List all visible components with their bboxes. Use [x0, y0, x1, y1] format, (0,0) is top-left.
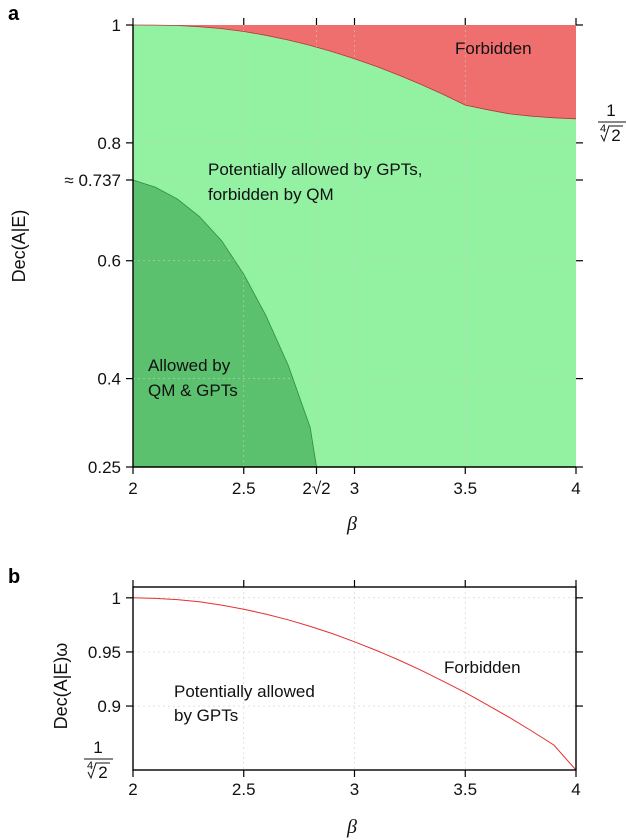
panel-b-region-forbidden: Forbidden: [444, 658, 521, 677]
svg-text:2: 2: [611, 126, 620, 145]
panel-a-xlabel: β: [346, 513, 357, 535]
gpt-boundary-line: [132, 24, 577, 120]
region-label-allowed-line2: QM & GPTs: [148, 381, 238, 400]
svg-text:1: 1: [606, 101, 615, 120]
svg-text:Dec(A|E)ω: Dec(A|E)ω: [51, 643, 71, 730]
panel-b-ylabel: Dec(A|E)ω: [51, 643, 71, 730]
y-tick-label: 0.4: [97, 370, 121, 389]
panel-a-chart: 2 2.5 2√2 3 3.5 4 0.25 0.4 0.6 ≈ 0.737 0.8 1 Forbid…: [9, 16, 626, 535]
region-allowed-qm-gpts: [133, 180, 317, 467]
x-tick-label: 2.5: [232, 479, 256, 498]
svg-text:4: 4: [600, 123, 606, 135]
panel-a-ylabel: Dec(A|E): [9, 210, 29, 283]
region-label-allowed-line1: Allowed by: [148, 356, 231, 375]
panel-b-grid: [133, 587, 576, 770]
x-tick-label: 2: [128, 780, 137, 799]
panel-a-grid: [133, 25, 576, 467]
y-tick-label: 0.25: [88, 458, 121, 477]
region-label-forbidden: Forbidden: [455, 39, 532, 58]
y-tick-label: 0.9: [97, 697, 121, 716]
x-tick-label: 2√2: [302, 479, 330, 498]
panel-b-letter: b: [8, 566, 20, 588]
x-tick-label: 4: [571, 479, 580, 498]
panel-b-chart: 2 2.5 3 3.5 4 0.9 0.95 1 Forbidden Potentially …: [51, 580, 583, 838]
series-line: [132, 597, 577, 771]
x-tick-label: 3.5: [453, 479, 477, 498]
y-tick-label: 1: [112, 16, 121, 35]
x-tick-label: 2: [128, 479, 137, 498]
x-tick-label: 2.5: [232, 780, 256, 799]
panel-a-ticks: 2 2.5 2√2 3 3.5 4 0.25 0.4 0.6 ≈ 0.737 0.8 1: [64, 16, 583, 498]
y-tick-label: 1: [112, 589, 121, 608]
panel-b-xlabel: β: [346, 816, 357, 838]
y-tick-label: 0.8: [97, 134, 121, 153]
panel-a-letter: a: [8, 3, 20, 25]
x-tick-label: 4: [571, 780, 580, 799]
region-label-potentially-allowed-line1: Potentially allowed by GPTs,: [208, 160, 423, 179]
region-label-potentially-allowed-line2: forbidden by QM: [208, 185, 334, 204]
svg-text:1: 1: [93, 738, 102, 757]
x-tick-label: 3: [350, 780, 359, 799]
svg-text:4: 4: [87, 760, 93, 772]
y-tick-label: ≈ 0.737: [64, 171, 121, 190]
bottom-annotation-fraction: 1 4 2: [84, 738, 113, 782]
x-tick-label: 3: [350, 479, 359, 498]
x-tick-label: 3.5: [453, 780, 477, 799]
panel-b-ticks: 2 2.5 3 3.5 4 0.9 0.95 1: [88, 580, 583, 799]
right-annotation-fraction: 1 4 2: [598, 101, 626, 145]
y-tick-label: 0.6: [97, 252, 121, 271]
panel-b-region-allowed-line2: by GPTs: [174, 706, 238, 725]
qm-boundary-line: [132, 179, 317, 468]
y-tick-label: 0.95: [88, 643, 121, 662]
panel-b-region-allowed-line1: Potentially allowed: [174, 682, 315, 701]
svg-text:2: 2: [98, 763, 107, 782]
